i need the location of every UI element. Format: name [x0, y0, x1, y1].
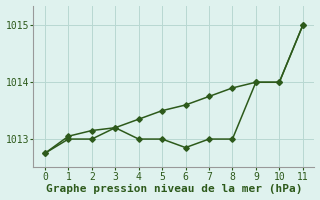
X-axis label: Graphe pression niveau de la mer (hPa): Graphe pression niveau de la mer (hPa) [45, 184, 302, 194]
